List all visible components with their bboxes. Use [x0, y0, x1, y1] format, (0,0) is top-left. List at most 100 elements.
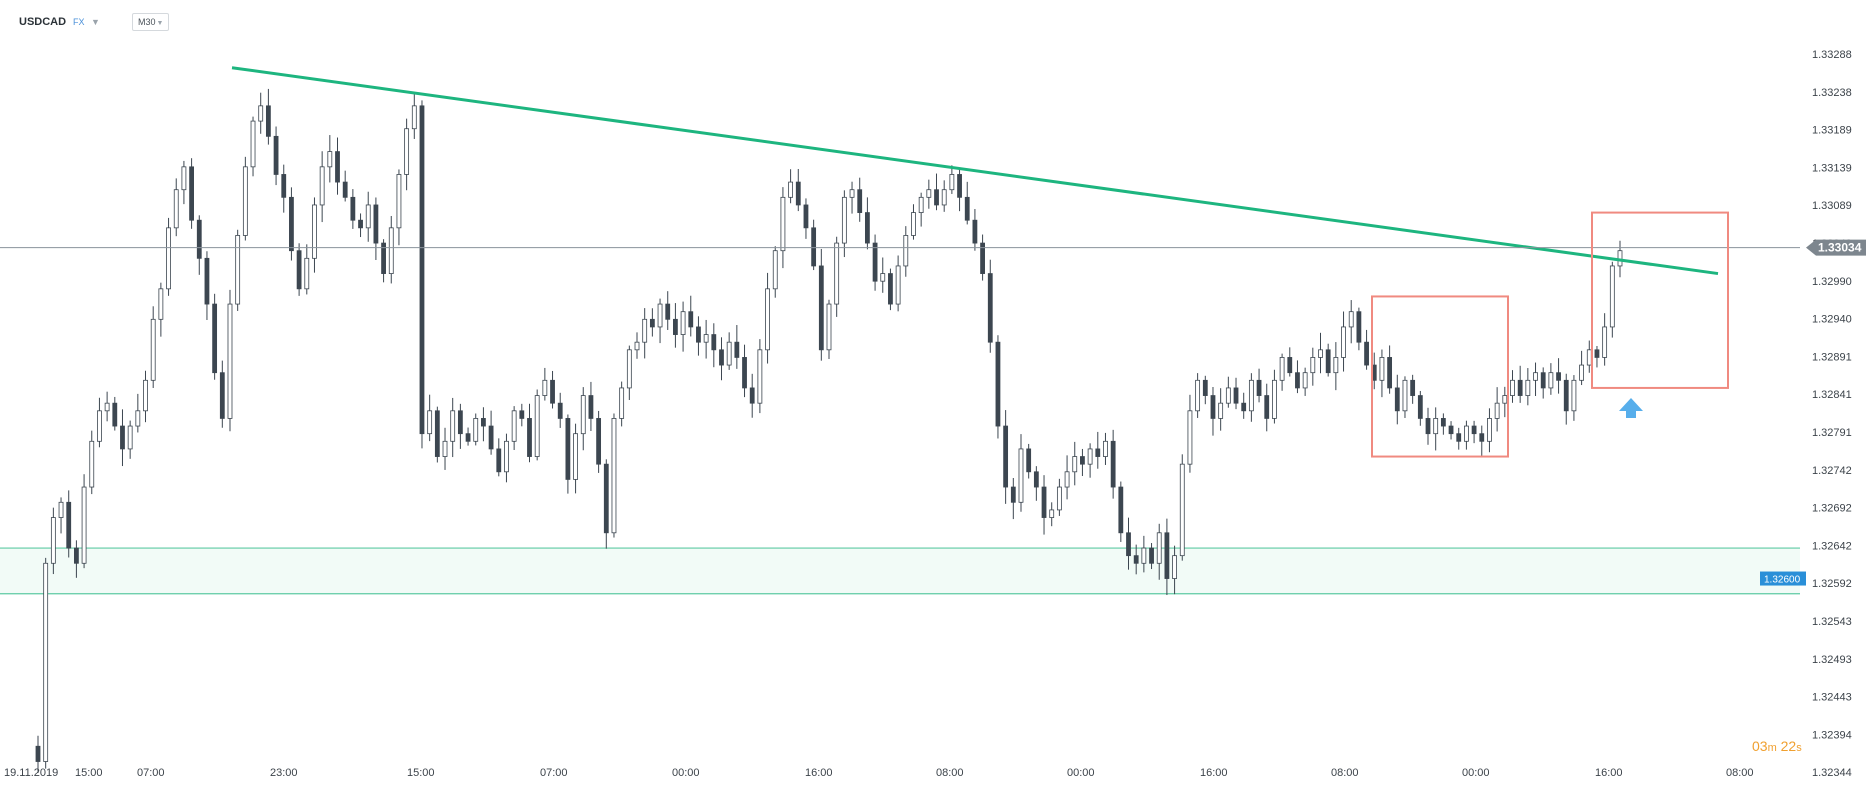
price-tick-label: 1.32642	[1812, 540, 1852, 552]
candle-body	[419, 105, 425, 435]
candle-body	[35, 745, 41, 762]
candle-body	[381, 242, 386, 274]
candle	[1341, 311, 1346, 372]
candle-body	[734, 341, 740, 358]
price-axis[interactable]: 1.332881.332381.331891.331391.330891.330…	[1812, 49, 1852, 779]
candle	[1387, 345, 1393, 394]
candle	[496, 438, 502, 477]
up-arrow-icon	[1619, 398, 1643, 418]
candle	[342, 170, 348, 202]
candle-body	[849, 189, 855, 198]
candle	[1164, 518, 1170, 596]
candle-body	[496, 448, 502, 473]
candle	[43, 557, 49, 769]
candle-body	[1087, 448, 1093, 465]
candle-body	[1302, 372, 1308, 389]
candle	[66, 490, 72, 558]
candle	[550, 370, 555, 409]
candle-body	[626, 349, 632, 389]
price-tick-label: 1.32841	[1812, 389, 1852, 401]
price-tick-label: 1.33139	[1812, 162, 1852, 174]
candle-body	[688, 311, 694, 328]
candle	[327, 135, 333, 183]
candle-body	[196, 219, 202, 259]
candle-body	[1026, 448, 1032, 473]
candle-body	[1494, 402, 1500, 419]
candle	[1494, 387, 1500, 432]
candle	[1064, 455, 1070, 500]
symbol-dropdown-icon[interactable]: ▼	[91, 17, 100, 27]
candle-body	[1272, 379, 1277, 419]
candle-body	[980, 242, 985, 274]
candle-body	[642, 318, 648, 343]
candle-body	[1364, 341, 1369, 366]
candle	[212, 293, 218, 380]
candle	[1471, 420, 1477, 444]
candle-body	[619, 387, 625, 419]
candle-body	[1149, 547, 1154, 564]
candle-body	[972, 219, 978, 244]
candle-body	[1118, 486, 1124, 534]
candle-body	[1103, 440, 1108, 457]
candle	[872, 234, 878, 291]
candle-body	[542, 379, 548, 396]
candle	[81, 474, 87, 569]
price-tick-label: 1.33288	[1812, 49, 1852, 61]
candle-body	[442, 440, 448, 457]
candle	[803, 198, 809, 239]
time-tick-label: 08:00	[1726, 767, 1754, 779]
candle	[734, 325, 740, 369]
symbol-label[interactable]: USDCAD	[19, 16, 67, 28]
candle	[749, 373, 755, 418]
candle	[972, 209, 978, 251]
candle	[688, 295, 694, 337]
candle	[588, 381, 594, 432]
candle	[1156, 523, 1162, 580]
support-zone-fill	[0, 548, 1800, 594]
price-tick-label: 1.32592	[1812, 578, 1852, 590]
candle-body	[1225, 387, 1231, 404]
candle-body	[1179, 463, 1185, 557]
candle-body	[219, 372, 225, 419]
support-price-tag: 1.32600	[1760, 571, 1806, 586]
time-axis[interactable]: 19.11.2019 15:00 07:00 23:00 15:00 07:00 00:00…	[4, 767, 1754, 779]
candle-body	[1049, 509, 1055, 518]
candle-body	[1095, 448, 1101, 457]
candle	[1556, 358, 1561, 394]
candle	[488, 410, 494, 455]
candle-body	[1341, 326, 1346, 358]
candle	[1049, 502, 1055, 527]
candle	[1172, 545, 1177, 595]
candle	[834, 236, 840, 317]
time-tick-label: 07:00	[137, 767, 165, 779]
candle	[949, 165, 955, 194]
candle	[964, 181, 970, 225]
candle	[442, 427, 448, 470]
candle	[826, 299, 832, 359]
candle	[135, 393, 141, 433]
candle	[1310, 347, 1316, 386]
candle-body	[212, 303, 218, 374]
candle	[1072, 441, 1078, 486]
candle-body	[150, 318, 156, 381]
candle-body	[596, 418, 602, 465]
candle-body	[50, 517, 56, 564]
candle-body	[396, 174, 402, 229]
time-tick-label: 15:00	[407, 767, 435, 779]
candle	[1033, 466, 1039, 501]
candle	[127, 420, 133, 459]
candle-body	[696, 326, 701, 343]
candle	[1410, 374, 1416, 404]
candles	[35, 88, 1623, 774]
candle-body	[1571, 379, 1577, 412]
candle-body	[1586, 349, 1592, 366]
candle	[289, 187, 294, 261]
timeframe-selector[interactable]: M30▼	[132, 13, 170, 31]
overlay-lines	[0, 66, 1800, 458]
candle-body	[895, 265, 901, 305]
candle-body	[265, 105, 271, 137]
price-tick-label: 1.33189	[1812, 125, 1852, 137]
candle	[189, 158, 194, 229]
candle-body	[1471, 425, 1477, 435]
